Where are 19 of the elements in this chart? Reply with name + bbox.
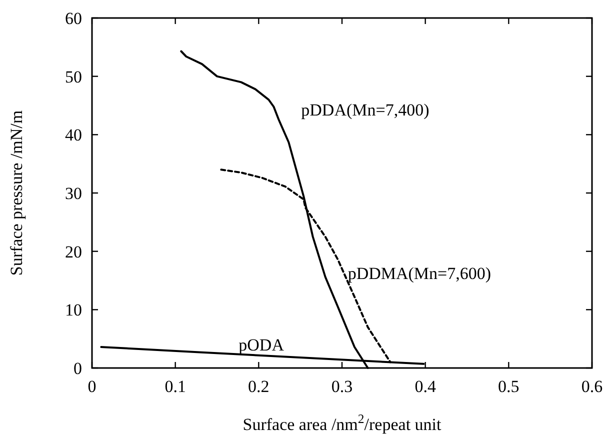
y-tick-label: 10: [65, 300, 82, 320]
y-tick-label: 60: [65, 8, 82, 28]
y-tick-label: 20: [65, 242, 82, 262]
series-label: pODA: [238, 336, 285, 354]
x-tick-label: 0.2: [248, 377, 270, 396]
x-tick-label: 0: [88, 377, 96, 396]
y-axis-title: Surface pressure /mN/m: [7, 110, 26, 276]
y-tick-label: 40: [65, 126, 82, 145]
y-tick-label: 50: [65, 67, 82, 86]
y-tick-label: 0: [74, 358, 82, 378]
series-label: pDDMA(Mn=7,600): [348, 264, 492, 283]
x-tick-label: 0.4: [414, 377, 436, 396]
x-axis-title: Surface area /nm$^{2}$/repeat unit: [242, 412, 442, 434]
y-tick-label: 30: [65, 184, 82, 203]
x-tick-label: 0.5: [498, 377, 520, 396]
x-tick-label: 0.3: [331, 377, 353, 396]
x-tick-label: 0.6: [581, 377, 603, 396]
series-label: pDDA(Mn=7,400): [301, 100, 430, 120]
x-tick-label: 0.1: [164, 377, 186, 396]
